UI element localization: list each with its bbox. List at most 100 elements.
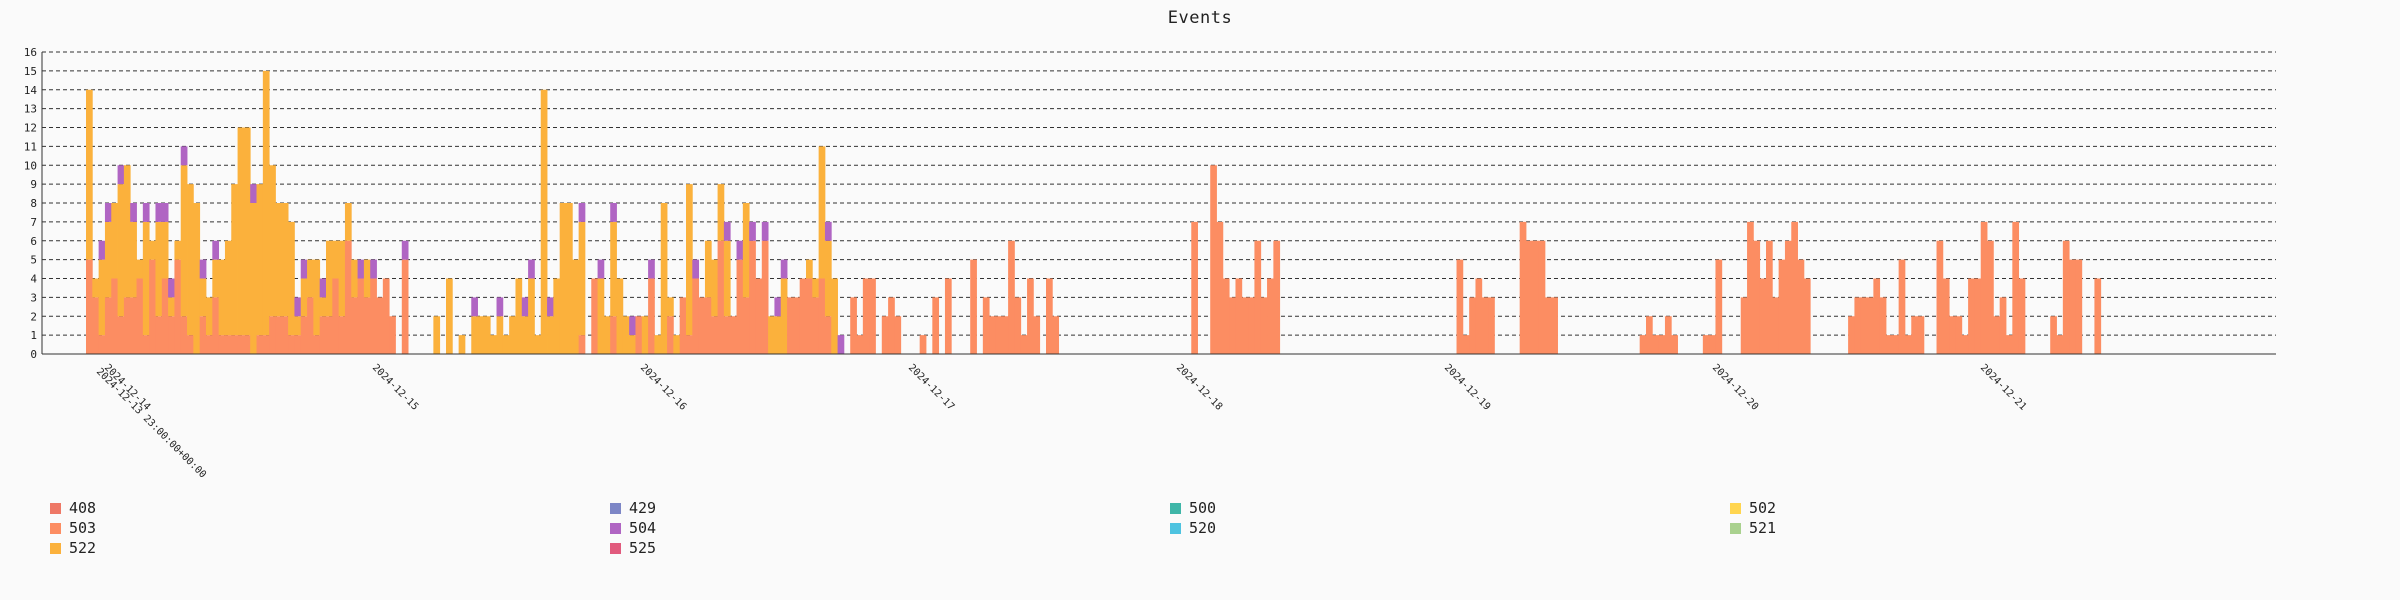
bar-segment-503 bbox=[200, 316, 207, 354]
bar-segment-522 bbox=[86, 90, 93, 260]
bar-segment-503 bbox=[370, 279, 377, 355]
bar-segment-503 bbox=[383, 279, 390, 355]
bar-segment-504 bbox=[358, 260, 365, 279]
bar-segment-503 bbox=[1021, 335, 1028, 354]
bar-segment-522 bbox=[105, 222, 112, 298]
bar-segment-522 bbox=[724, 241, 731, 317]
bar-segment-503 bbox=[1027, 279, 1034, 355]
y-tick-label: 16 bbox=[24, 46, 37, 59]
bar-segment-503 bbox=[806, 279, 813, 355]
bar-segment-503 bbox=[1191, 222, 1198, 354]
bar-segment-522 bbox=[99, 260, 106, 336]
bar-segment-503 bbox=[1937, 241, 1944, 354]
bar-segment-504 bbox=[781, 260, 788, 279]
bar-segment-503 bbox=[181, 316, 188, 354]
legend-swatch bbox=[1170, 503, 1181, 514]
bar-segment-504 bbox=[522, 297, 529, 316]
y-tick-label: 8 bbox=[30, 197, 37, 210]
bar-segment-503 bbox=[313, 335, 320, 354]
bar-segment-522 bbox=[711, 260, 718, 317]
bar-segment-503 bbox=[212, 297, 219, 354]
bar-segment-522 bbox=[768, 316, 775, 354]
bar-segment-504 bbox=[598, 260, 605, 279]
bar-segment-522 bbox=[313, 260, 320, 336]
bar-segment-503 bbox=[1974, 279, 1981, 355]
bar-segment-522 bbox=[219, 260, 226, 336]
bar-segment-522 bbox=[673, 335, 680, 354]
bar-segment-504 bbox=[692, 260, 699, 279]
bar-segment-503 bbox=[1848, 316, 1855, 354]
bar-segment-522 bbox=[831, 279, 838, 355]
bar-segment-503 bbox=[1482, 297, 1489, 354]
bar-segment-503 bbox=[1229, 297, 1236, 354]
bar-segment-503 bbox=[2075, 260, 2082, 354]
legend-swatch bbox=[610, 523, 621, 534]
bar-segment-503 bbox=[667, 316, 674, 354]
bar-segment-504 bbox=[99, 241, 106, 260]
bar-segment-503 bbox=[118, 316, 125, 354]
bar-segment-503 bbox=[995, 316, 1002, 354]
bar-segment-504 bbox=[320, 279, 327, 298]
legend-item-521: 521 bbox=[1730, 518, 1776, 538]
bar-segment-503 bbox=[724, 316, 731, 354]
bar-segment-504 bbox=[168, 279, 175, 298]
bar-segment-503 bbox=[1918, 316, 1925, 354]
bar-segment-503 bbox=[1955, 316, 1962, 354]
bar-segment-503 bbox=[1747, 222, 1754, 354]
bar-segment-503 bbox=[92, 297, 99, 354]
bar-segment-503 bbox=[894, 316, 901, 354]
bar-segment-522 bbox=[490, 335, 497, 354]
x-tick-label: 2024-12-21 bbox=[1978, 362, 2028, 412]
y-tick-label: 6 bbox=[30, 235, 37, 248]
bar-segment-522 bbox=[642, 316, 649, 354]
bar-segment-503 bbox=[1665, 316, 1672, 354]
bar-segment-522 bbox=[294, 316, 301, 335]
y-tick-label: 10 bbox=[24, 159, 37, 172]
bar-segment-503 bbox=[1210, 165, 1217, 354]
bar-segment-504 bbox=[294, 297, 301, 316]
legend-item-520: 520 bbox=[1170, 518, 1216, 538]
bar-segment-503 bbox=[2057, 335, 2064, 354]
bar-segment-503 bbox=[1899, 260, 1906, 354]
bar-segment-522 bbox=[572, 260, 579, 354]
bar-segment-503 bbox=[635, 316, 642, 354]
bar-segment-522 bbox=[629, 335, 636, 354]
bar-segment-503 bbox=[1760, 279, 1767, 355]
bar-segment-522 bbox=[617, 279, 624, 355]
bar-segment-522 bbox=[598, 279, 605, 355]
bar-segment-504 bbox=[370, 260, 377, 279]
bar-segment-503 bbox=[1981, 222, 1988, 354]
bar-segment-522 bbox=[364, 260, 371, 298]
bar-segment-504 bbox=[162, 203, 169, 222]
bar-segment-522 bbox=[275, 203, 282, 316]
bar-segment-503 bbox=[1652, 335, 1659, 354]
bar-segment-503 bbox=[1046, 279, 1053, 355]
bar-segment-503 bbox=[377, 297, 384, 354]
bar-segment-503 bbox=[1242, 297, 1249, 354]
bar-segment-503 bbox=[1646, 316, 1653, 354]
bar-segment-503 bbox=[2019, 279, 2026, 355]
x-tick-label: 2024-12-13 23:00:00+00:00 bbox=[94, 366, 208, 480]
bar-segment-503 bbox=[1785, 241, 1792, 354]
bar-segment-522 bbox=[307, 260, 314, 298]
bar-segment-522 bbox=[579, 222, 586, 335]
bar-segment-503 bbox=[1772, 297, 1779, 354]
bar-segment-503 bbox=[737, 260, 744, 354]
bar-segment-522 bbox=[339, 241, 346, 317]
bar-segment-503 bbox=[130, 297, 137, 354]
bar-segment-503 bbox=[819, 279, 826, 355]
bar-segment-522 bbox=[137, 260, 144, 279]
y-tick-label: 2 bbox=[30, 310, 37, 323]
bar-segment-503 bbox=[1551, 297, 1558, 354]
legend-item-504: 504 bbox=[610, 518, 656, 538]
legend-item-525: 525 bbox=[610, 538, 656, 558]
bar-segment-503 bbox=[1886, 335, 1893, 354]
bar-segment-504 bbox=[471, 297, 478, 316]
bar-segment-504 bbox=[737, 241, 744, 260]
bar-segment-503 bbox=[730, 316, 737, 354]
legend-label: 525 bbox=[629, 539, 656, 557]
bar-segment-503 bbox=[231, 335, 238, 354]
y-tick-label: 3 bbox=[30, 291, 37, 304]
x-tick-label: 2024-12-16 bbox=[638, 362, 688, 412]
bar-segment-503 bbox=[1709, 335, 1716, 354]
